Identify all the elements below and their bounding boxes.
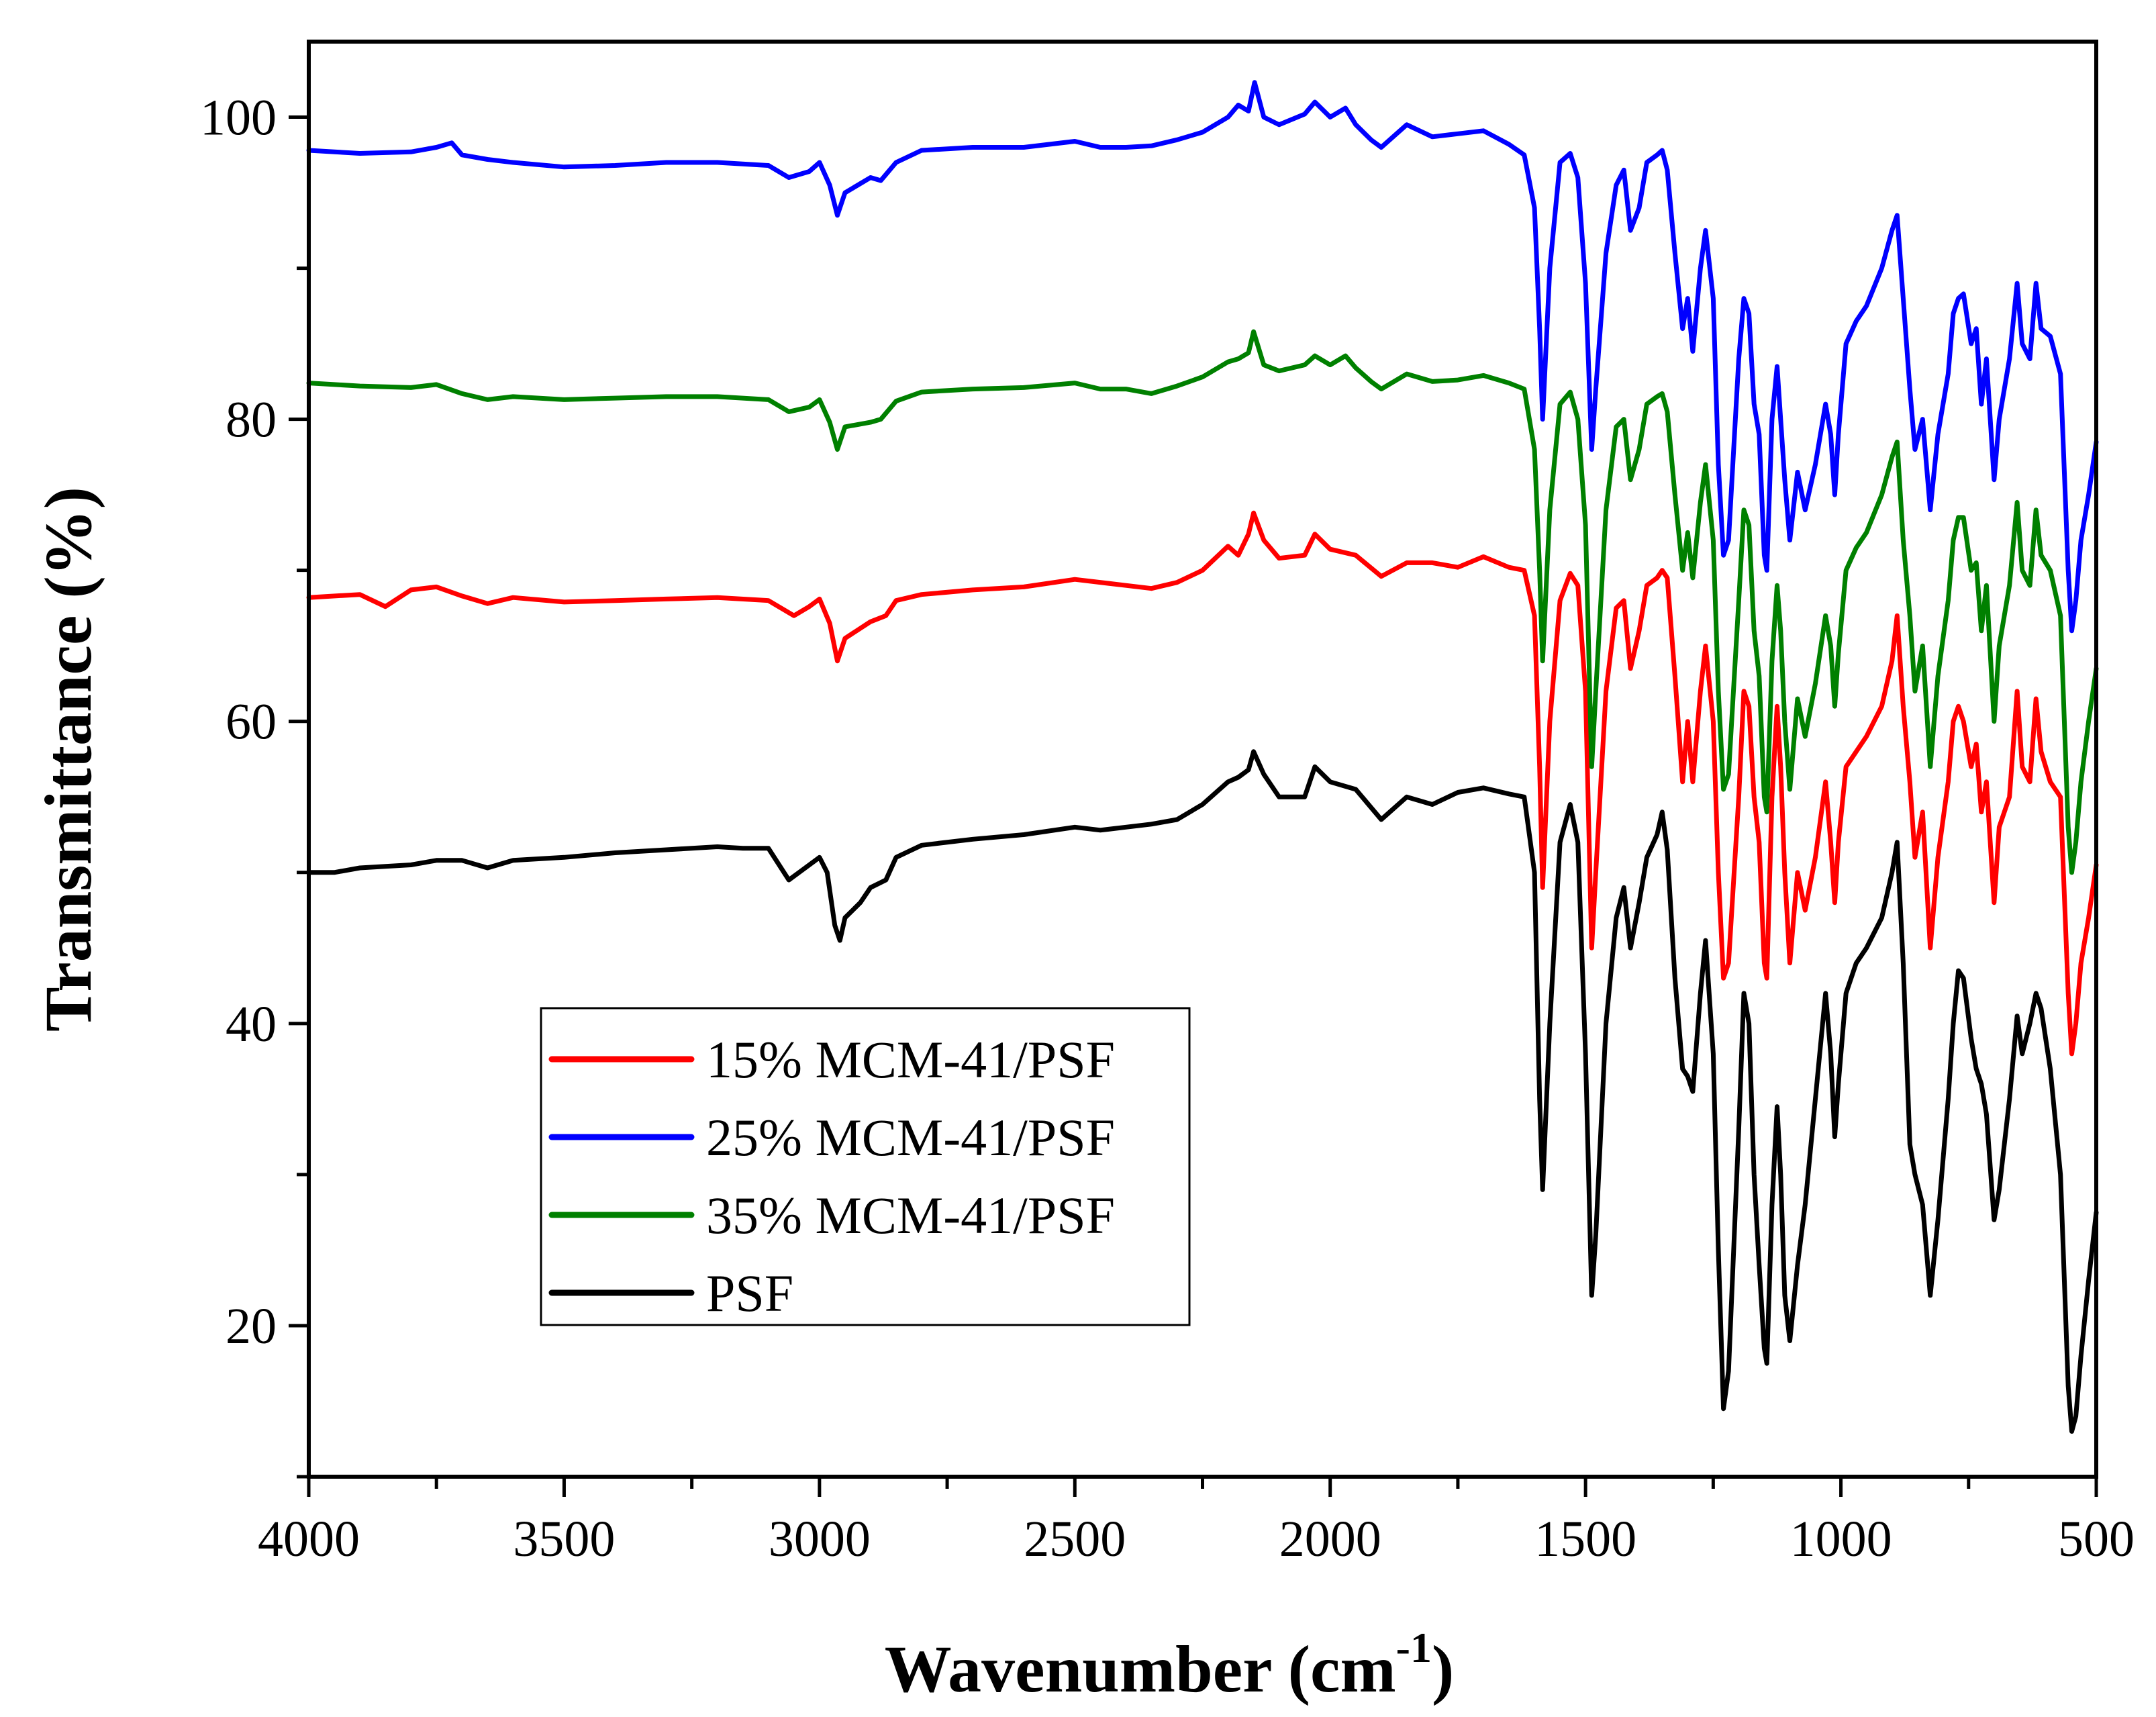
y-axis-ticks: 20 40 60 80 100 <box>200 90 309 1479</box>
legend-label: 25% MCM-41/PSF <box>706 1108 1115 1167</box>
x-tick-label: 4000 <box>258 1511 360 1567</box>
x-axis-ticks: 4000 3500 3000 2500 2000 1500 1000 500 <box>258 1477 2135 1567</box>
legend-label: 15% MCM-41/PSF <box>706 1030 1115 1089</box>
legend-label: PSF <box>706 1264 793 1322</box>
y-tick-label: 60 <box>226 694 277 750</box>
x-tick-label: 2500 <box>1024 1511 1126 1567</box>
series-line-15-mcm-41-psf <box>306 510 2099 1057</box>
series-line-35-mcm-41-psf <box>306 329 2099 875</box>
series-group <box>306 80 2099 1434</box>
y-tick-label: 100 <box>200 90 277 146</box>
x-tick-label: 3000 <box>769 1511 871 1567</box>
x-tick-label: 1500 <box>1534 1511 1636 1567</box>
x-tick-label: 3500 <box>513 1511 615 1567</box>
x-tick-label: 500 <box>2058 1511 2135 1567</box>
legend: 15% MCM-41/PSF 25% MCM-41/PSF 35% MCM-41/P… <box>540 1007 1191 1326</box>
y-tick-label: 40 <box>226 996 277 1052</box>
series-line-psf <box>306 749 2099 1434</box>
legend-label: 35% MCM-41/PSF <box>706 1186 1115 1244</box>
y-tick-label: 20 <box>226 1298 277 1355</box>
x-axis-title: Wavenumber (cm-1) <box>885 1624 1455 1706</box>
x-tick-label: 1000 <box>1790 1511 1892 1567</box>
x-tick-label: 2000 <box>1279 1511 1381 1567</box>
x-axis-title-end: ) <box>1432 1632 1454 1706</box>
y-tick-label: 80 <box>226 392 277 448</box>
x-axis-title-superscript: -1 <box>1396 1624 1432 1671</box>
series-line-25-mcm-41-psf <box>306 80 2099 634</box>
x-axis-title-main: Wavenumber (cm <box>885 1632 1396 1706</box>
y-axis-title: Transmittance (%) <box>31 487 105 1032</box>
